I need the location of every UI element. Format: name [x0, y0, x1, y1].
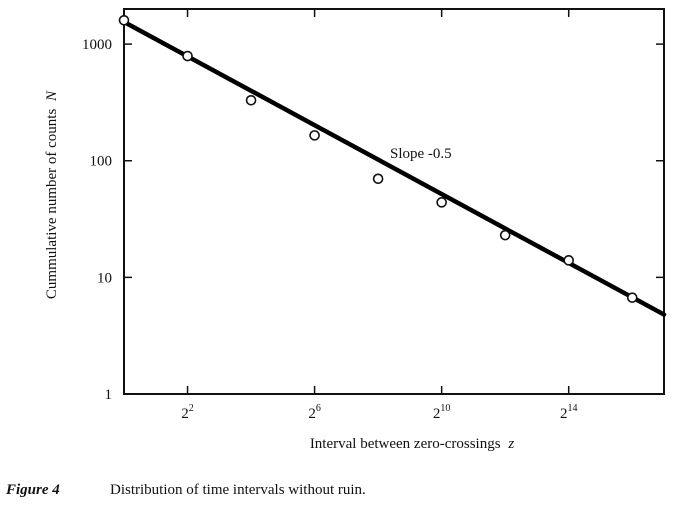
tick-marks — [124, 9, 664, 395]
data-point — [372, 173, 384, 185]
y-tick-label: 1000 — [82, 37, 112, 53]
y-axis-label: Cummulative number of counts N — [44, 90, 60, 299]
x-tick-labels: 22 26 210 214 — [181, 403, 577, 422]
data-point — [563, 255, 575, 266]
data-point — [499, 229, 511, 241]
data-points — [118, 15, 638, 303]
y-tick-label: 10 — [97, 270, 112, 286]
x-tick-exponent: 6 — [316, 403, 321, 414]
y-tick-label: 100 — [90, 154, 113, 170]
y-tick-label: 1 — [105, 387, 113, 403]
y-axis-label-text: Cummulative number of counts — [44, 109, 60, 300]
data-point — [626, 292, 638, 303]
x-tick-exponent: 10 — [440, 403, 450, 414]
data-point — [436, 197, 447, 208]
figure-caption: Figure 4 Distribution of time intervals w… — [6, 482, 366, 499]
x-tick-label: 214 — [560, 403, 578, 422]
figure-number: Figure 4 — [6, 482, 60, 498]
x-tick-label: 22 — [181, 403, 194, 422]
x-tick-base: 2 — [181, 406, 189, 422]
plot-frame — [123, 8, 665, 395]
x-axis-label: Interval between zero-crossings z — [310, 436, 515, 452]
data-point — [118, 15, 130, 26]
x-axis-label-text: Interval between zero-crossings — [310, 436, 501, 452]
caption-text: Distribution of time intervals without r… — [110, 482, 366, 498]
x-tick-exponent: 2 — [189, 403, 194, 414]
slope-annotation: Slope -0.5 — [390, 146, 452, 162]
data-point — [309, 130, 320, 141]
fit-line — [121, 19, 667, 317]
x-axis-label-var: z — [507, 436, 514, 452]
x-tick-base: 2 — [560, 406, 568, 422]
x-tick-exponent: 14 — [567, 403, 577, 414]
x-tick-label: 26 — [308, 403, 321, 422]
data-point — [182, 50, 193, 62]
y-tick-labels: 1 10 100 1000 — [82, 37, 112, 403]
y-axis-label-var: N — [44, 90, 60, 102]
data-point — [245, 94, 257, 106]
x-tick-base: 2 — [308, 406, 316, 422]
x-tick-label: 210 — [433, 403, 451, 422]
x-tick-base: 2 — [433, 406, 441, 422]
